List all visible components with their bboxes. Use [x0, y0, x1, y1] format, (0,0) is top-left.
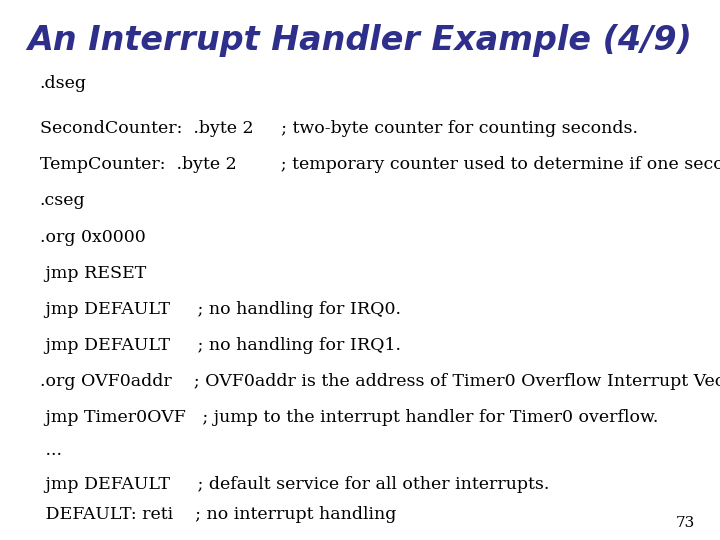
Text: SecondCounter:  .byte 2     ; two-byte counter for counting seconds.: SecondCounter: .byte 2 ; two-byte counte… [40, 120, 638, 137]
Text: TempCounter:  .byte 2        ; temporary counter used to determine if one second: TempCounter: .byte 2 ; temporary counter… [40, 156, 720, 173]
Text: .org OVF0addr    ; OVF0addr is the address of Timer0 Overflow Interrupt Vector: .org OVF0addr ; OVF0addr is the address … [40, 373, 720, 390]
Text: DEFAULT: reti    ; no interrupt handling: DEFAULT: reti ; no interrupt handling [40, 505, 396, 523]
Text: jmp RESET: jmp RESET [40, 265, 146, 282]
Text: ...: ... [40, 442, 62, 460]
Text: An Interrupt Handler Example (4/9): An Interrupt Handler Example (4/9) [27, 24, 693, 57]
Text: .cseg: .cseg [40, 192, 85, 210]
Text: .dseg: .dseg [40, 75, 86, 92]
Text: jmp DEFAULT     ; no handling for IRQ0.: jmp DEFAULT ; no handling for IRQ0. [40, 301, 400, 318]
Text: .org 0x0000: .org 0x0000 [40, 228, 145, 246]
Text: jmp DEFAULT     ; default service for all other interrupts.: jmp DEFAULT ; default service for all ot… [40, 476, 549, 494]
Text: jmp Timer0OVF   ; jump to the interrupt handler for Timer0 overflow.: jmp Timer0OVF ; jump to the interrupt ha… [40, 409, 658, 427]
Text: 73: 73 [675, 516, 695, 530]
Text: jmp DEFAULT     ; no handling for IRQ1.: jmp DEFAULT ; no handling for IRQ1. [40, 337, 400, 354]
